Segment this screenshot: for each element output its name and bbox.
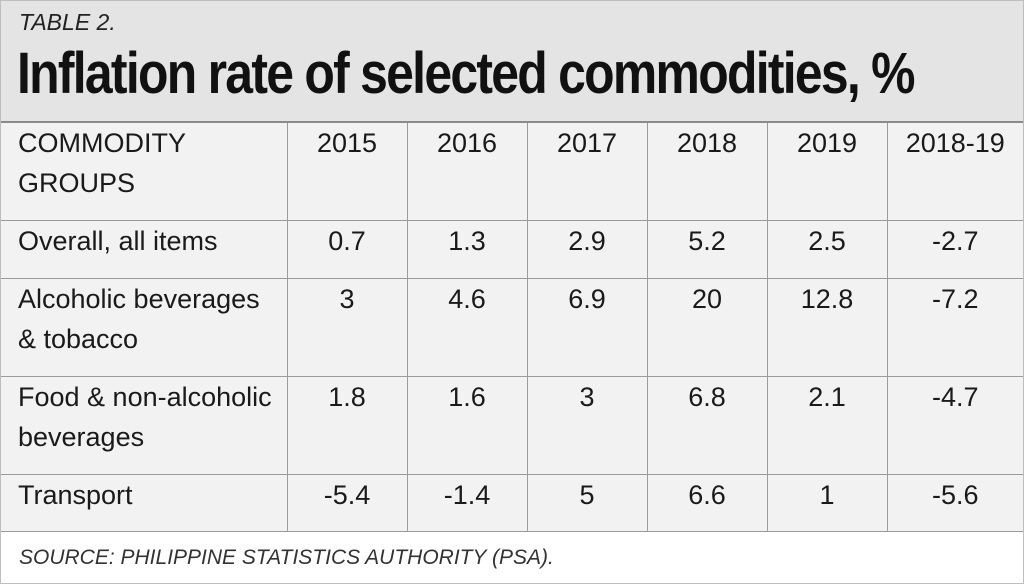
table-title: Inflation rate of selected commodities, … [17, 41, 916, 106]
column-header-2017: 2017 [526, 121, 648, 221]
table-cell: 3 [526, 375, 648, 475]
table-cell: -2.7 [886, 219, 1023, 279]
data-table: COMMODITY GROUPS 2015 2016 2017 2018 201… [1, 121, 1023, 533]
table-cell: 12.8 [766, 277, 888, 377]
table-cell: 6.9 [526, 277, 648, 377]
table-cell: 4.6 [406, 277, 528, 377]
table-row-transport: Transport -5.4 -1.4 5 6.6 1 -5.6 [1, 473, 1023, 533]
table-cell: 20 [646, 277, 768, 377]
column-header-commodity: COMMODITY GROUPS [1, 121, 288, 221]
row-label: Alcoholic beverages & tobacco [1, 277, 288, 377]
table-cell: 2.1 [766, 375, 888, 475]
row-label: Food & non-alcoholic beverages [1, 375, 288, 475]
table-cell: 1 [766, 473, 888, 533]
column-header-2018-19: 2018-19 [886, 121, 1023, 221]
table-cell: -5.6 [886, 473, 1023, 533]
table-cell: 6.8 [646, 375, 768, 475]
table-cell: 1.3 [406, 219, 528, 279]
table-cell: 1.8 [286, 375, 408, 475]
table-cell: 0.7 [286, 219, 408, 279]
table-header: TABLE 2. Inflation rate of selected comm… [1, 1, 1023, 121]
table-cell: -1.4 [406, 473, 528, 533]
table-cell: 3 [286, 277, 408, 377]
column-header-2018: 2018 [646, 121, 768, 221]
row-label: Overall, all items [1, 219, 288, 279]
table-cell: 5.2 [646, 219, 768, 279]
row-label: Transport [1, 473, 288, 533]
table-cell: 2.5 [766, 219, 888, 279]
column-header-2016: 2016 [406, 121, 528, 221]
table-cell: 5 [526, 473, 648, 533]
table-row-overall: Overall, all items 0.7 1.3 2.9 5.2 2.5 -… [1, 219, 1023, 279]
source-text: SOURCE: PHILIPPINE STATISTICS AUTHORITY … [19, 546, 554, 569]
table-cell: 6.6 [646, 473, 768, 533]
table-cell: 1.6 [406, 375, 528, 475]
table-number: TABLE 2. [19, 9, 116, 35]
table-cell: -5.4 [286, 473, 408, 533]
table-cell: 2.9 [526, 219, 648, 279]
table-row-alcohol-tobacco: Alcoholic beverages & tobacco 3 4.6 6.9 … [1, 277, 1023, 377]
column-header-2019: 2019 [766, 121, 888, 221]
table-row-food: Food & non-alcoholic beverages 1.8 1.6 3… [1, 375, 1023, 475]
header-row: COMMODITY GROUPS 2015 2016 2017 2018 201… [1, 121, 1023, 221]
table-cell: -4.7 [886, 375, 1023, 475]
table-cell: -7.2 [886, 277, 1023, 377]
column-header-2015: 2015 [286, 121, 408, 221]
source-note: SOURCE: PHILIPPINE STATISTICS AUTHORITY … [1, 531, 1023, 583]
